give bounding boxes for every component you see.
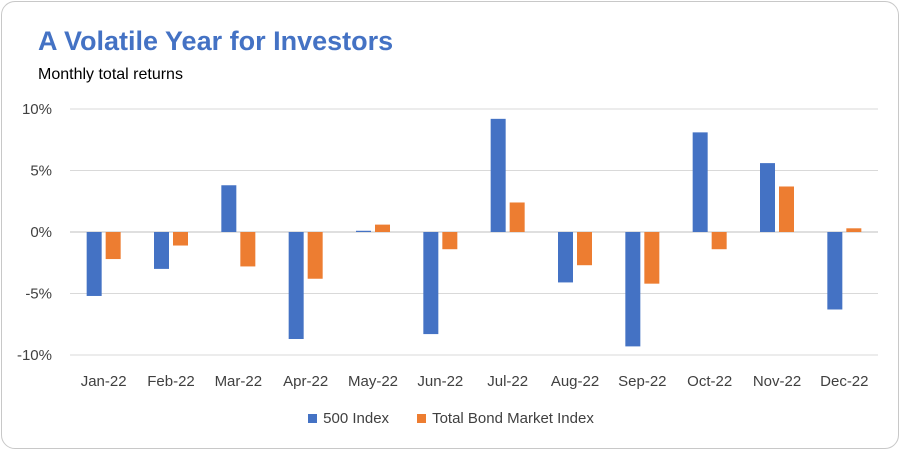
x-tick-label: Feb-22 — [147, 373, 195, 390]
bar-bond-index-feb-22 — [173, 232, 188, 246]
legend-item-bond-index: Total Bond Market Index — [417, 410, 594, 427]
bar-bond-index-jul-22 — [509, 202, 525, 232]
bar-index-500-apr-22 — [288, 232, 304, 340]
bar-bond-index-oct-22 — [711, 232, 727, 250]
bar-bond-index-mar-22 — [240, 232, 256, 267]
bar-bond-index-may-22 — [375, 224, 390, 232]
x-tick-label: Mar-22 — [215, 373, 263, 390]
bar-index-500-jul-22 — [490, 118, 506, 232]
bar-index-500-dec-22 — [827, 232, 843, 310]
bar-bond-index-sep-22 — [644, 232, 660, 284]
bar-bond-index-jun-22 — [442, 232, 458, 250]
y-tick-label: 0% — [30, 224, 52, 241]
gridlines — [70, 108, 878, 356]
bar-index-500-jan-22 — [86, 232, 102, 296]
x-tick-label: Nov-22 — [753, 373, 801, 390]
bar-bond-index-dec-22 — [846, 228, 862, 232]
legend-swatch — [308, 414, 318, 423]
bar-index-500-aug-22 — [558, 232, 573, 283]
bar-index-500-nov-22 — [760, 163, 775, 232]
bar-bond-index-aug-22 — [577, 232, 592, 266]
x-tick-label: Jul-22 — [487, 373, 528, 390]
x-tick-label: May-22 — [348, 373, 398, 390]
x-tick-label: Apr-22 — [283, 373, 328, 390]
bar-index-500-mar-22 — [221, 185, 237, 232]
bar-index-500-feb-22 — [154, 232, 169, 269]
y-tick-label: 5% — [30, 163, 52, 180]
bar-index-500-sep-22 — [625, 232, 641, 347]
legend-label: Total Bond Market Index — [432, 410, 594, 427]
chart-legend: 500 Index Total Bond Market Index — [0, 410, 902, 427]
x-tick-label: Sep-22 — [618, 373, 666, 390]
chart-title: A Volatile Year for Investors — [38, 26, 394, 56]
y-tick-label: -5% — [25, 286, 52, 303]
x-axis-tick-labels: Jan-22 Feb-22 Mar-22 Apr-22 May-22 Jun-22 Jul-… — [81, 373, 869, 390]
x-tick-label: Dec-22 — [820, 373, 868, 390]
bar-index-500-may-22 — [356, 230, 371, 232]
x-tick-label: Aug-22 — [551, 373, 599, 390]
bar-bond-index-apr-22 — [307, 232, 323, 279]
y-axis-tick-labels: 10% 5% 0% -5% -10% — [17, 101, 52, 364]
x-tick-label: Jan-22 — [81, 373, 127, 390]
y-tick-label: 10% — [22, 101, 52, 118]
x-tick-label: Oct-22 — [687, 373, 732, 390]
legend-label: 500 Index — [323, 410, 390, 427]
y-tick-label: -10% — [17, 347, 52, 364]
legend-item-index-500: 500 Index — [308, 410, 389, 427]
bar-bond-index-nov-22 — [779, 186, 794, 232]
x-tick-label: Jun-22 — [417, 373, 463, 390]
bars — [86, 118, 862, 347]
bar-index-500-jun-22 — [423, 232, 439, 335]
chart-subtitle: Monthly total returns — [38, 66, 183, 83]
bar-index-500-oct-22 — [692, 132, 708, 232]
legend-swatch — [417, 414, 427, 423]
bar-bond-index-jan-22 — [105, 232, 121, 260]
